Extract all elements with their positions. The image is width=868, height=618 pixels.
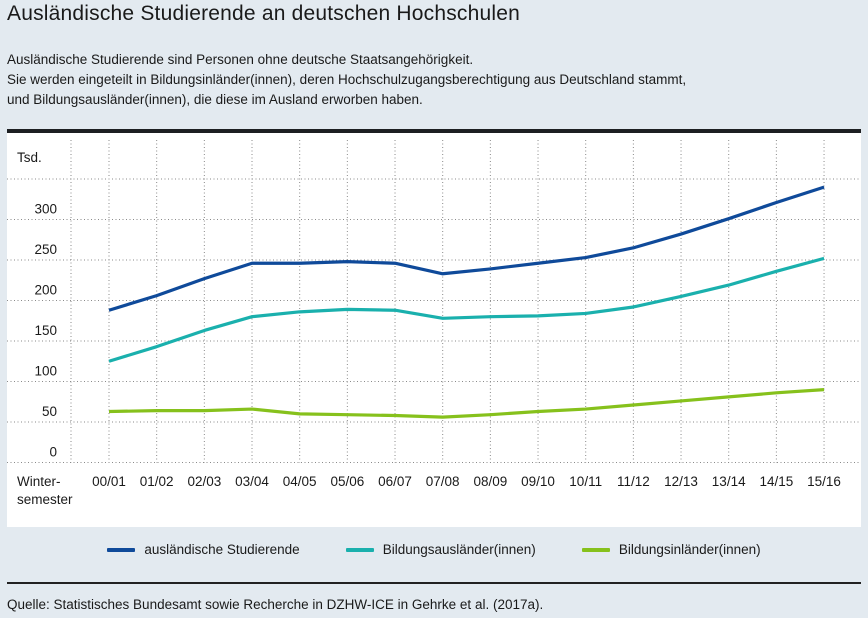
x-tick-label: 02/03 [187, 474, 221, 489]
x-tick-label: 03/04 [235, 474, 269, 489]
x-tick-label: 05/06 [330, 474, 364, 489]
series-line [108, 185, 825, 312]
x-tick-label: 08/09 [473, 474, 507, 489]
top-rule [7, 129, 861, 133]
legend-swatch [107, 547, 136, 552]
y-tick-label: 200 [34, 283, 57, 298]
x-tick-label: 14/15 [759, 474, 793, 489]
legend-label: Bildungsausländer(innen) [382, 542, 536, 557]
chart-subtitle: Ausländische Studierende sind Personen o… [7, 50, 686, 110]
legend: ausländische Studierende Bildungsausländ… [0, 542, 868, 557]
x-tick-label: 09/10 [521, 474, 555, 489]
legend-label: Bildungsinländer(innen) [618, 542, 761, 557]
y-tick-label: 300 [34, 202, 57, 217]
subtitle-line: und Bildungsausländer(innen), die diese … [7, 92, 423, 107]
x-tick-label: 01/02 [140, 474, 174, 489]
y-tick-label: 100 [34, 364, 57, 379]
x-tick-label: 11/12 [617, 474, 650, 489]
x-axis-label: Winter- [17, 474, 61, 489]
source-note: Quelle: Statistisches Bundesamt sowie Re… [7, 597, 544, 612]
y-axis-unit: Tsd. [17, 150, 42, 165]
x-tick-label: 06/07 [378, 474, 412, 489]
footer-rule [7, 582, 861, 584]
x-tick-label: 13/14 [712, 474, 746, 489]
series-line [108, 388, 825, 419]
x-tick-label: 10/11 [569, 474, 602, 489]
x-axis-label: semester [17, 492, 73, 507]
y-tick-label: 50 [42, 404, 57, 419]
plot-panel [7, 133, 861, 527]
subtitle-line: Sie werden eingeteilt in Bildungsinlände… [7, 72, 687, 87]
subtitle-line: Ausländische Studierende sind Personen o… [7, 52, 474, 67]
legend-item: Bildungsinländer(innen) [581, 542, 761, 557]
y-tick-label: 0 [49, 445, 57, 460]
legend-swatch [345, 547, 374, 552]
x-tick-label: 07/08 [426, 474, 460, 489]
x-tick-label: 15/16 [807, 474, 841, 489]
y-tick-label: 250 [34, 242, 57, 257]
line-chart: 0 50 100 150 200 250 300 Tsd. 00/01 01/02 02/03 03/… [7, 140, 861, 507]
legend-label: ausländische Studierende [144, 542, 300, 557]
legend-item: Bildungsausländer(innen) [345, 542, 536, 557]
x-tick-label: 12/13 [664, 474, 698, 489]
chart-title: Ausländische Studierende an deutschen Ho… [7, 2, 520, 25]
legend-swatch [581, 547, 610, 552]
y-tick-label: 150 [34, 323, 57, 338]
x-tick-label: 00/01 [92, 474, 126, 489]
x-tick-label: 04/05 [283, 474, 317, 489]
series-line [108, 256, 825, 363]
legend-item: ausländische Studierende [107, 542, 300, 557]
